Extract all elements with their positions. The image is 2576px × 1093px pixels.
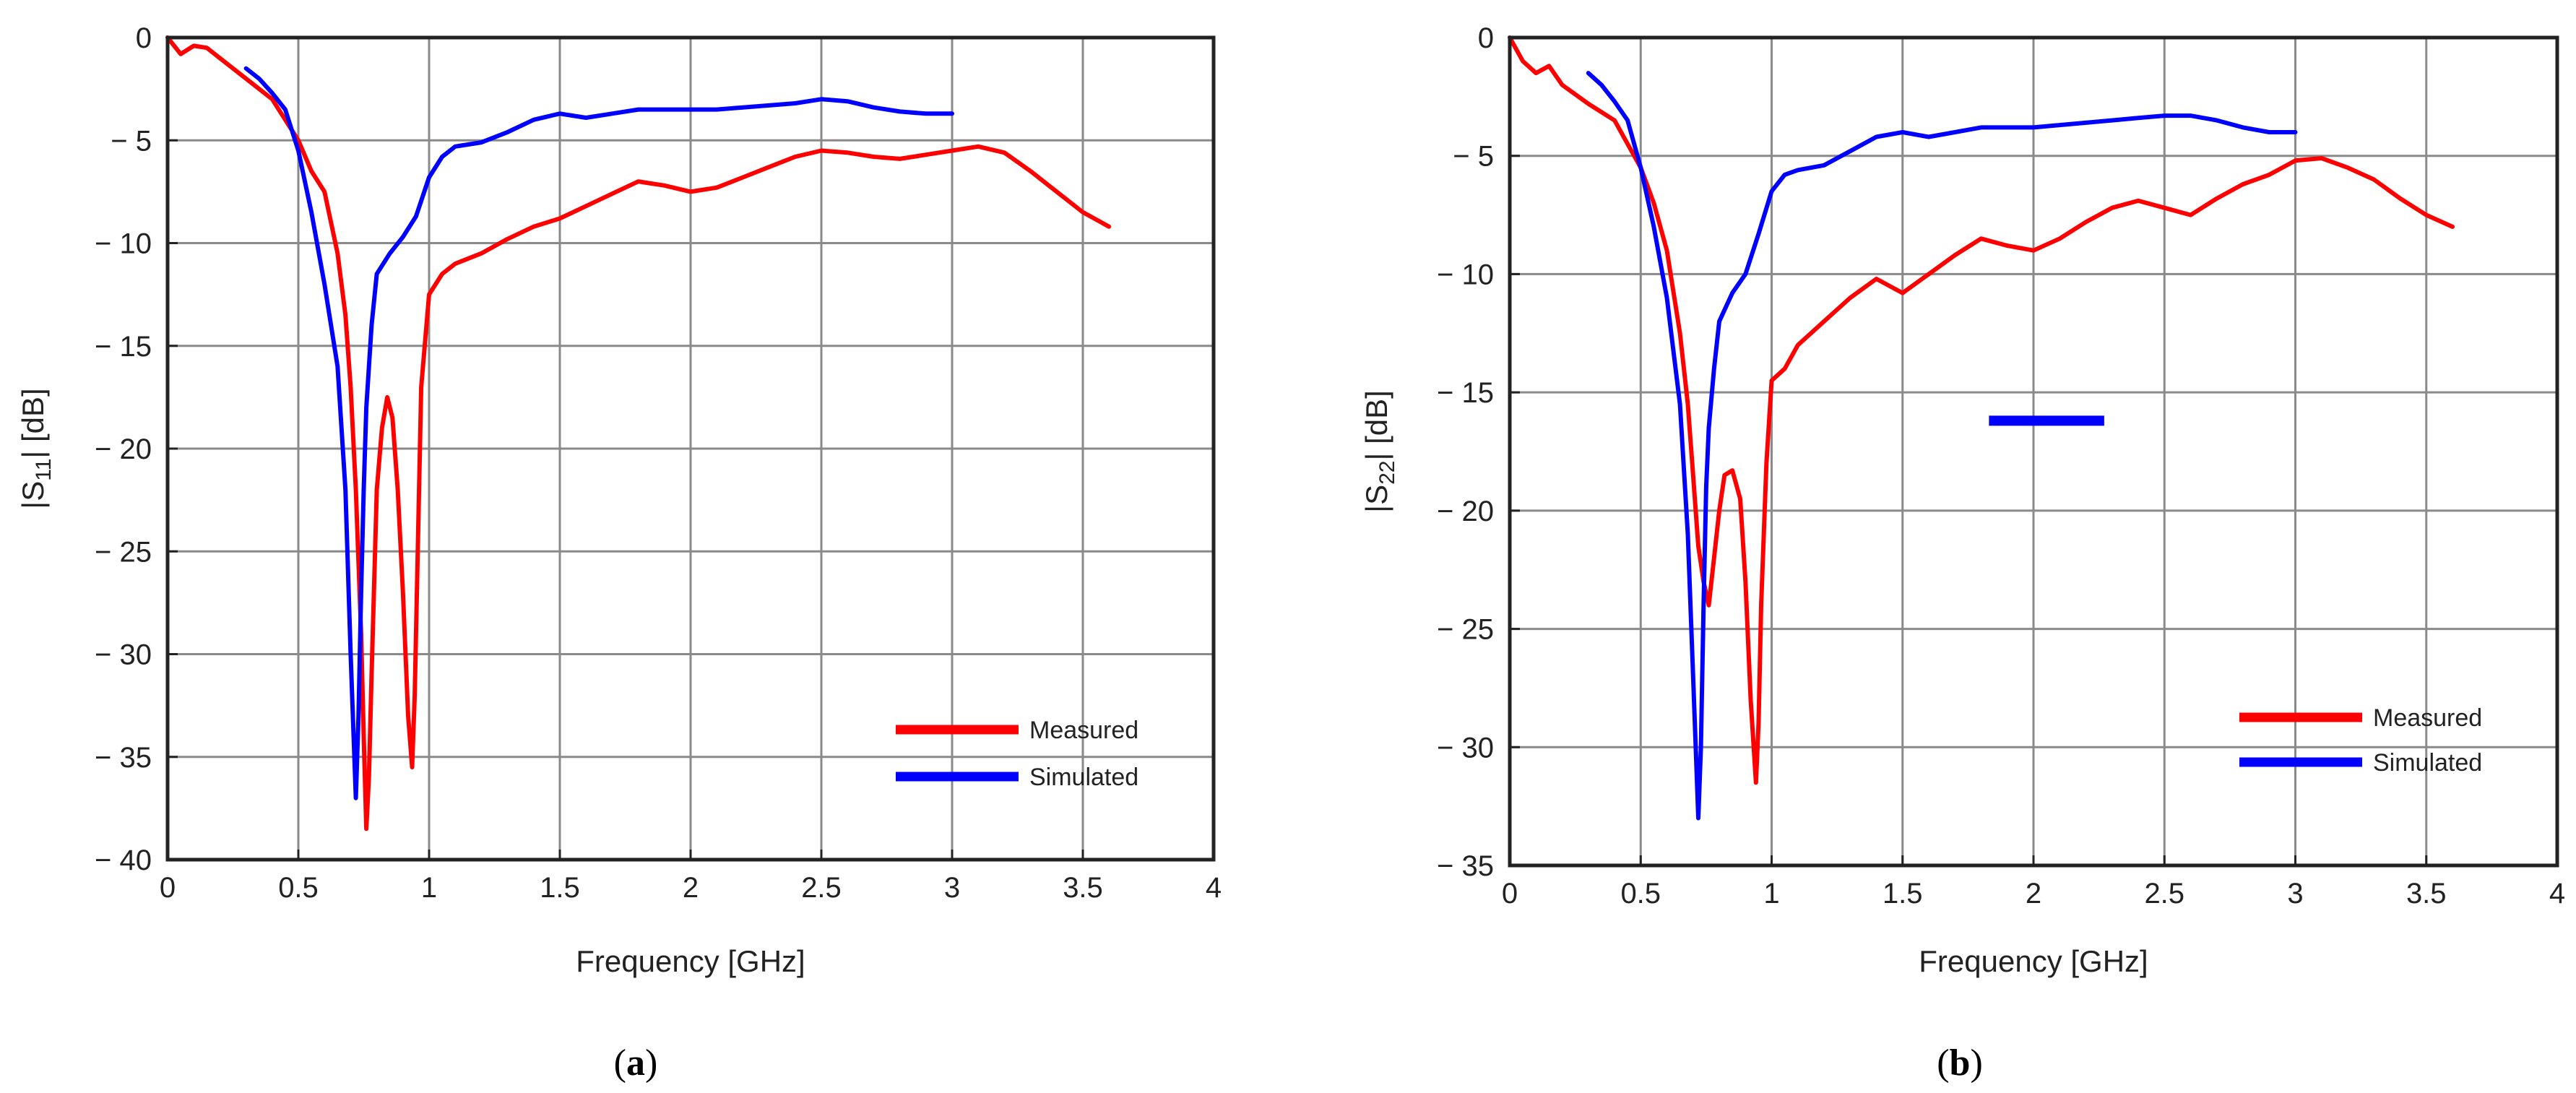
y-tick-label-b-4: − 20 bbox=[1437, 496, 1494, 527]
y-tick-label-b-7: − 35 bbox=[1437, 850, 1494, 882]
caption-a-letter: a bbox=[626, 1042, 645, 1084]
chart-a: 0 0.5 1 1.5 2 2.5 3 3.5 4 0 − 5 − 10 − 15 − 20 − 25 − 3… bbox=[16, 22, 1222, 978]
y-tick-label-a-2: − 10 bbox=[95, 228, 152, 260]
x-tick-label-b-4: 2 bbox=[2026, 878, 2041, 910]
y-tick-label-a-8: − 40 bbox=[95, 844, 152, 876]
y-tick-label-a-3: − 15 bbox=[95, 331, 152, 363]
series-measured-a bbox=[165, 35, 1112, 831]
x-tick-label-b-5: 2.5 bbox=[2144, 878, 2184, 910]
series-simulated-b bbox=[1586, 71, 2298, 821]
chart-b: 0 0.5 1 1.5 2 2.5 3 3.5 4 0 − 5 − 10 − 15 − 20 − 25 − 3… bbox=[1360, 22, 2565, 978]
x-tick-label-b-3: 1.5 bbox=[1883, 878, 1923, 910]
y-axis-label-a: |S11| [dB] bbox=[16, 388, 56, 509]
x-tick-label-a-4: 2 bbox=[683, 872, 699, 904]
x-tick-label-a-8: 4 bbox=[1206, 872, 1222, 904]
legend-label-measured-b: Measured bbox=[2373, 704, 2482, 732]
legend-label-measured-a: Measured bbox=[1029, 717, 1138, 744]
x-tick-label-b-8: 4 bbox=[2549, 878, 2565, 910]
y-tick-label-b-0: 0 bbox=[1478, 22, 1494, 54]
y-tick-label-b-1: − 5 bbox=[1453, 141, 1494, 173]
x-tick-label-a-6: 3 bbox=[944, 872, 960, 904]
x-tick-label-a-1: 0.5 bbox=[278, 872, 319, 904]
series-measured-b bbox=[1508, 35, 2455, 785]
y-tick-label-b-2: − 10 bbox=[1437, 259, 1494, 290]
y-tick-label-a-0: 0 bbox=[136, 22, 152, 54]
x-tick-label-b-7: 3.5 bbox=[2406, 878, 2447, 910]
caption-a: (a) bbox=[614, 1042, 658, 1084]
y-tick-label-a-7: − 35 bbox=[95, 742, 152, 774]
x-axis-label-a: Frequency [GHz] bbox=[576, 944, 805, 978]
x-tick-label-a-0: 0 bbox=[160, 872, 176, 904]
caption-b-letter: b bbox=[1950, 1042, 1971, 1084]
x-tick-label-b-1: 0.5 bbox=[1620, 878, 1661, 910]
y-tick-label-a-6: − 30 bbox=[95, 639, 152, 671]
legend-label-simulated-a: Simulated bbox=[1029, 764, 1138, 791]
x-axis-label-b: Frequency [GHz] bbox=[1919, 944, 2148, 978]
x-tick-label-a-5: 2.5 bbox=[801, 872, 842, 904]
x-tick-label-a-7: 3.5 bbox=[1063, 872, 1103, 904]
series-simulated-a bbox=[243, 66, 954, 800]
legend-label-simulated-b: Simulated bbox=[2373, 749, 2482, 777]
x-tick-label-b-0: 0 bbox=[1502, 878, 1518, 910]
y-axis-label-b: |S22| [dB] bbox=[1360, 390, 1399, 513]
y-tick-label-b-3: − 15 bbox=[1437, 377, 1494, 409]
y-tick-label-b-5: − 25 bbox=[1437, 614, 1494, 646]
x-tick-label-b-2: 1 bbox=[1763, 878, 1779, 910]
y-tick-label-a-1: − 5 bbox=[111, 125, 152, 157]
caption-b: (b) bbox=[1937, 1042, 1983, 1084]
x-tick-label-a-2: 1 bbox=[421, 872, 437, 904]
y-tick-label-a-5: − 25 bbox=[95, 536, 152, 568]
x-tick-label-b-6: 3 bbox=[2287, 878, 2303, 910]
y-tick-label-b-6: − 30 bbox=[1437, 732, 1494, 764]
y-tick-label-a-4: − 20 bbox=[95, 433, 152, 465]
x-tick-label-a-3: 1.5 bbox=[540, 872, 580, 904]
